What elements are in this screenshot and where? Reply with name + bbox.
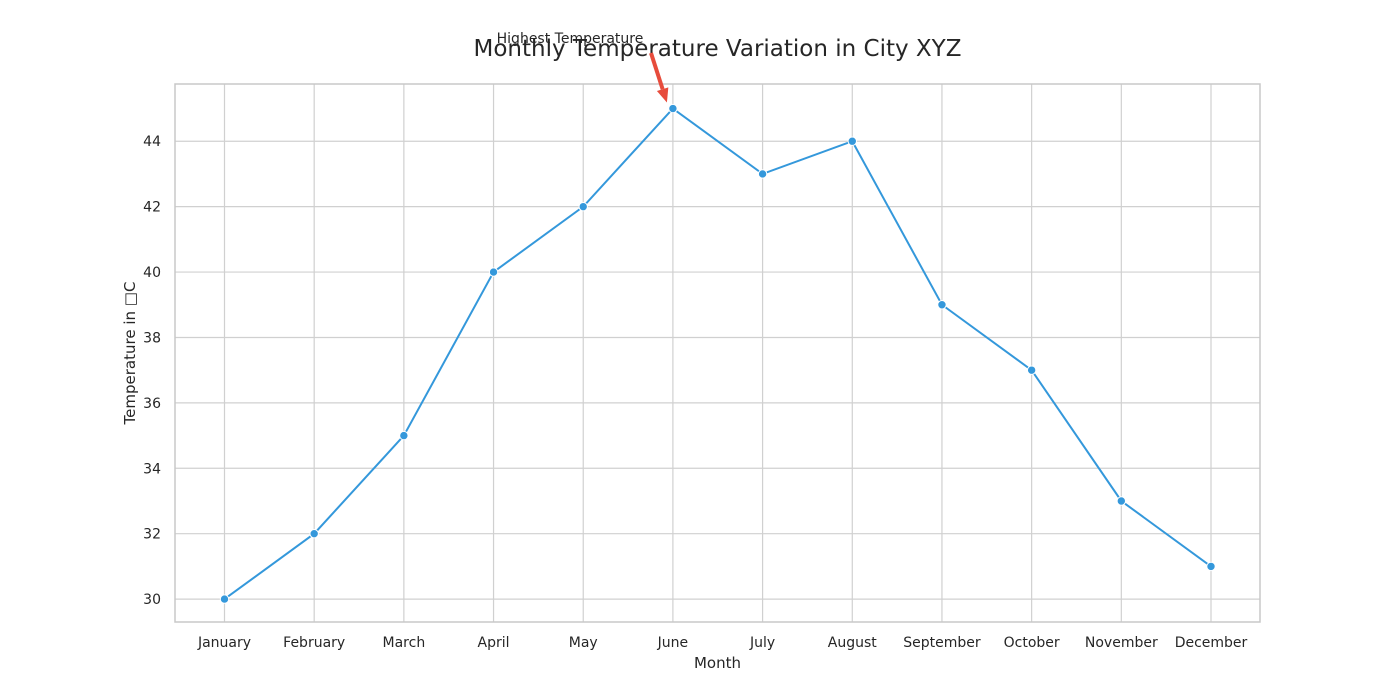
plot-frame xyxy=(174,83,1261,623)
y-tick-label: 36 xyxy=(143,396,161,412)
data-point xyxy=(757,169,768,179)
data-point xyxy=(219,594,230,604)
data-point xyxy=(1116,496,1127,506)
y-tick-label: 34 xyxy=(143,461,161,477)
x-tick-label: August xyxy=(828,635,878,651)
x-tick-label: March xyxy=(383,635,426,651)
x-tick-label: June xyxy=(657,635,689,651)
annotation-label: Highest Temperature xyxy=(497,31,644,47)
y-tick-label: 30 xyxy=(143,592,161,608)
y-tick-label: 40 xyxy=(143,265,161,281)
x-tick-label: January xyxy=(197,635,251,651)
x-axis-label: Month xyxy=(694,654,741,672)
data-point xyxy=(1026,365,1037,375)
data-point xyxy=(937,300,947,310)
annotation-arrow-head xyxy=(656,87,669,103)
grid-layer xyxy=(175,84,1260,622)
x-tick-label: July xyxy=(749,635,775,651)
tick-layer: January February March April May June July Augu… xyxy=(143,134,1247,651)
data-point xyxy=(578,201,588,212)
y-axis-label: Temperature in □C xyxy=(121,282,139,426)
x-tick-label: September xyxy=(903,635,981,651)
data-point xyxy=(668,103,678,114)
temperature-line xyxy=(223,107,1212,600)
annotation-arrow-shaft xyxy=(649,52,665,90)
x-tick-label: December xyxy=(1175,635,1248,651)
x-tick-label: November xyxy=(1085,635,1158,651)
y-tick-label: 42 xyxy=(143,200,161,216)
x-tick-label: February xyxy=(283,635,345,651)
data-point xyxy=(309,528,319,539)
y-tick-label: 38 xyxy=(143,330,161,346)
chart-title: Monthly Temperature Variation in City XY… xyxy=(474,36,962,62)
y-tick-label: 44 xyxy=(143,134,161,150)
series-layer xyxy=(219,103,1216,604)
y-tick-label: 32 xyxy=(143,527,161,543)
data-point xyxy=(399,430,409,441)
data-point xyxy=(1206,561,1216,572)
x-tick-label: May xyxy=(569,635,598,651)
x-tick-label: April xyxy=(478,635,510,651)
x-tick-label: October xyxy=(1004,635,1060,651)
data-point xyxy=(488,267,499,277)
data-point xyxy=(847,136,857,146)
annotation-layer: Highest Temperature xyxy=(497,31,669,103)
